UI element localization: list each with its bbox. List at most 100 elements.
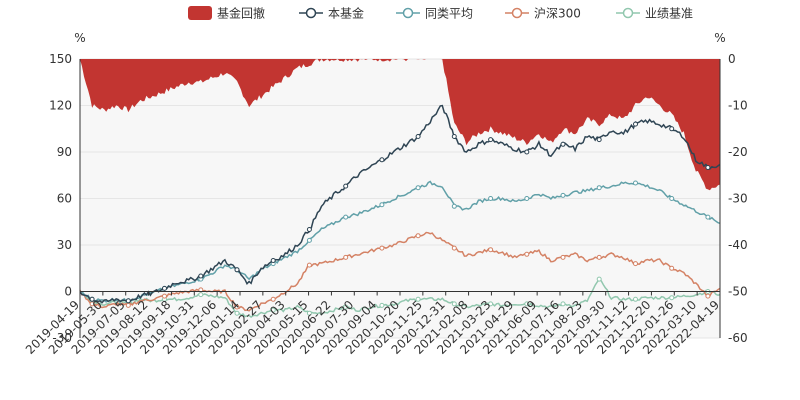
legend-item[interactable]: 同类平均	[396, 7, 473, 21]
series-point	[415, 185, 421, 191]
series-point	[524, 149, 530, 155]
series-point	[488, 247, 494, 253]
legend-item[interactable]: 业绩基准	[616, 7, 693, 21]
series-point	[669, 126, 675, 132]
drawdown-area	[80, 59, 720, 191]
legend-swatch	[188, 6, 212, 20]
series-point	[560, 301, 566, 307]
right-tick-label: -30	[728, 192, 748, 206]
right-tick-label: -50	[728, 285, 748, 299]
series-point	[162, 293, 167, 299]
legend-marker	[622, 7, 634, 19]
series-point	[415, 233, 421, 239]
series-point	[633, 261, 638, 267]
series-point	[669, 265, 675, 271]
legend-item[interactable]: 基金回撤	[188, 6, 265, 21]
series-point	[198, 292, 204, 298]
series-point	[451, 245, 457, 251]
series-point	[379, 157, 385, 163]
series-point	[524, 251, 530, 257]
series-point	[705, 293, 711, 299]
series-point	[560, 141, 566, 147]
left-tick-label: 30	[57, 238, 72, 252]
series-point	[451, 203, 457, 209]
drawdown-area-layer	[80, 59, 720, 191]
series-point	[705, 165, 711, 170]
series-point	[270, 307, 276, 313]
left-tick-label: -30	[52, 331, 72, 345]
series-point	[633, 296, 638, 302]
right-tick-label: 0	[728, 52, 736, 66]
series-point	[306, 227, 312, 232]
series-point	[524, 196, 530, 201]
legend-marker	[305, 7, 317, 19]
series-point	[596, 137, 602, 143]
series-point	[560, 254, 566, 260]
series-point	[343, 304, 349, 310]
series-point	[125, 302, 131, 308]
series-lines-layer	[79, 104, 721, 319]
series-point	[488, 137, 494, 143]
series-point	[451, 301, 457, 307]
right-axis-unit: %	[714, 31, 725, 45]
series-point	[379, 202, 385, 208]
series-point	[234, 310, 240, 316]
left-tick-label: 150	[49, 52, 72, 66]
series-point	[524, 301, 530, 307]
left-tick-label: 0	[64, 285, 72, 299]
series-point	[270, 258, 276, 263]
series-point	[89, 301, 95, 307]
axes: -300306090120150-60-50-40-30-20-1002019-…	[23, 52, 748, 357]
right-tick-label: -20	[728, 145, 748, 159]
series-point	[343, 183, 349, 189]
legend-item[interactable]: 本基金	[299, 6, 364, 21]
series-line	[79, 278, 721, 319]
series-point	[669, 295, 675, 301]
series-point	[234, 304, 240, 310]
series-point	[596, 276, 602, 282]
series-point	[596, 185, 602, 191]
series-point	[669, 196, 675, 201]
series-point	[488, 196, 494, 201]
legend[interactable]: 基金回撤 本基金 同类平均 沪深300 业绩基准	[188, 6, 693, 21]
series-point	[270, 296, 276, 302]
series-point	[379, 245, 385, 251]
series-point	[415, 296, 421, 302]
series-line	[79, 104, 721, 304]
legend-label: 沪深300	[534, 7, 581, 21]
series-point	[306, 310, 312, 316]
plot-area: -300306090120150-60-50-40-30-20-1002019-…	[23, 52, 748, 357]
left-tick-label: 60	[57, 192, 72, 206]
series-point	[343, 254, 349, 260]
legend-label: 业绩基准	[645, 7, 693, 21]
series-point	[234, 267, 240, 273]
series-point	[306, 237, 312, 243]
series-point	[162, 285, 167, 291]
series-point	[343, 214, 349, 220]
legend-label: 同类平均	[425, 7, 473, 21]
series-point	[488, 301, 494, 307]
legend-label: 基金回撤	[217, 6, 265, 21]
series-point	[125, 298, 131, 304]
series-point	[306, 262, 312, 268]
series-point	[89, 296, 95, 302]
series-line	[79, 180, 721, 303]
series-point	[705, 214, 711, 220]
series-point	[198, 273, 204, 279]
series-point	[379, 302, 385, 308]
legend-marker	[511, 7, 523, 19]
legend-label: 本基金	[328, 6, 364, 21]
series-point	[633, 121, 638, 127]
right-tick-label: -10	[728, 99, 748, 113]
series-point	[451, 134, 457, 139]
legend-item[interactable]: 沪深300	[505, 7, 581, 21]
series-point	[633, 180, 638, 186]
left-tick-label: 120	[49, 99, 72, 113]
right-tick-label: -60	[728, 331, 748, 345]
series-point	[596, 254, 602, 260]
right-tick-label: -40	[728, 238, 748, 252]
left-tick-label: 90	[57, 145, 72, 159]
series-point	[560, 192, 566, 198]
left-axis-unit: %	[74, 31, 85, 45]
